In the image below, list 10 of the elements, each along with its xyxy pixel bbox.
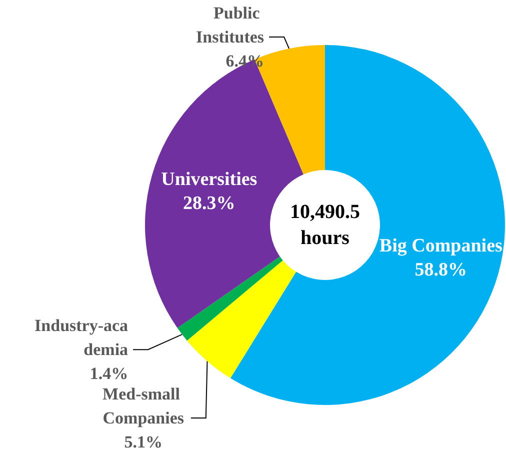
slice-label: Industry-academia	[34, 316, 129, 360]
data-label: 1.4%	[90, 364, 128, 384]
data-label: 58.8%	[414, 259, 468, 280]
slice-label: Med-small Companies	[102, 384, 184, 428]
slice-label: Public Institutes	[196, 4, 264, 46]
data-label: 5.1%	[124, 432, 163, 452]
text: 10,490.5 hours	[290, 201, 360, 249]
slice-label: Universities	[161, 169, 258, 190]
data-label: 28.3%	[183, 193, 236, 214]
slice-label: Big Companies	[379, 235, 502, 256]
